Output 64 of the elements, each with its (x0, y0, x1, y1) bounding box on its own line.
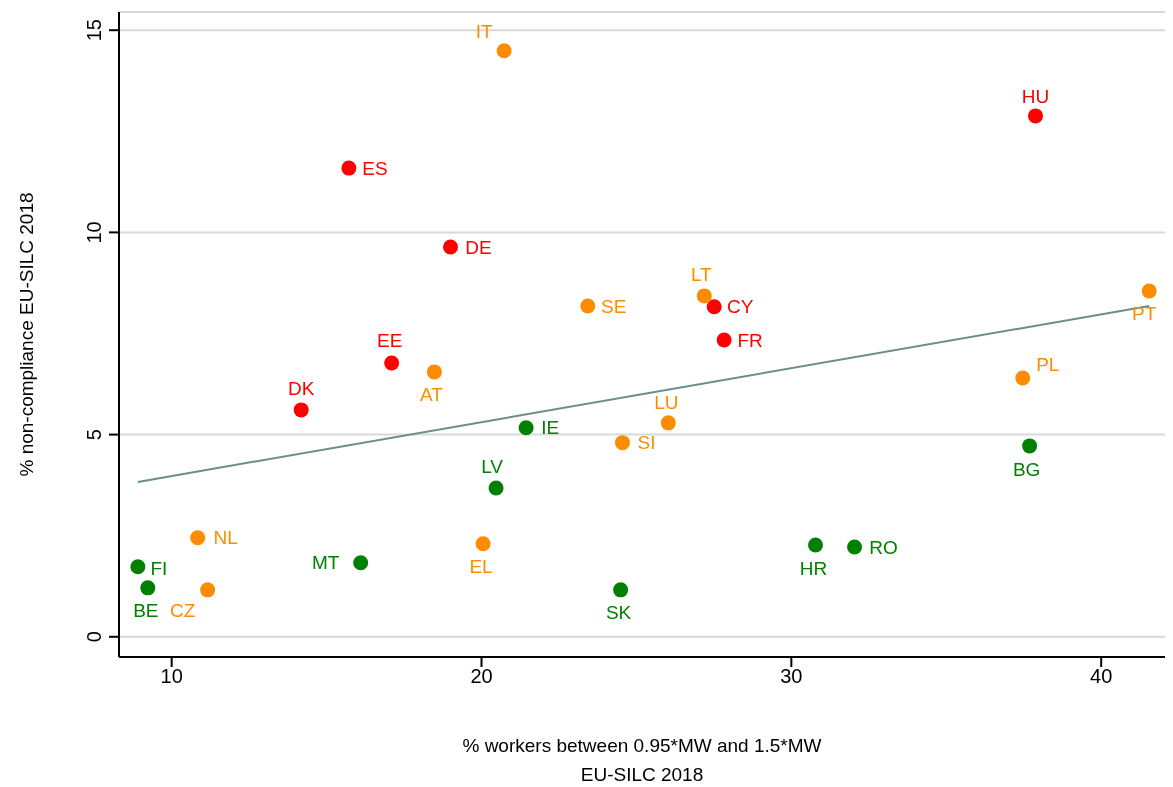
annotation: HU (1021, 85, 1050, 107)
annotation: SE (601, 295, 627, 317)
point (847, 539, 863, 555)
y-tick-label: 0 (83, 631, 105, 643)
annotation: EE (376, 329, 403, 351)
annotation: LT (690, 263, 713, 285)
annotation: LV (481, 455, 504, 477)
annotation: HR (799, 557, 828, 579)
point (496, 43, 512, 59)
point (1027, 108, 1043, 124)
point (140, 580, 156, 596)
x-axis-title: % workers between 0.95*MW and 1.5*MW EU-SILC 2018 (462, 735, 822, 785)
annotation: EL (469, 556, 493, 578)
annotation: SK (605, 601, 632, 623)
annotation: DE (465, 236, 492, 258)
point (1141, 283, 1157, 299)
annotation: ES (362, 157, 388, 179)
point (613, 582, 629, 598)
x-tick-label: 40 (1090, 665, 1113, 688)
point (190, 530, 206, 546)
point (475, 536, 491, 552)
y-tick-label: 5 (83, 429, 105, 441)
point (443, 239, 459, 255)
point (293, 402, 309, 418)
point (426, 364, 442, 380)
point (580, 298, 596, 314)
point (1015, 370, 1031, 386)
point (706, 299, 722, 315)
point (696, 288, 712, 304)
y-tick-label: 15 (83, 19, 105, 42)
point (716, 332, 732, 348)
annotation: AT (419, 383, 444, 405)
x-tick-label: 10 (160, 665, 183, 688)
point (488, 480, 504, 496)
y-tick-label: 10 (83, 221, 105, 244)
point (660, 415, 676, 431)
annotation: DK (287, 377, 315, 399)
annotation: FR (737, 329, 763, 351)
annotation: IT (475, 21, 493, 43)
annotation: PT (1132, 302, 1157, 324)
y-axis-title: % non-compliance EU-SILC 2018 (15, 192, 37, 477)
annotation: FI (150, 558, 168, 580)
point (353, 555, 369, 571)
point (518, 420, 534, 436)
annotation: SI (637, 432, 656, 454)
point (384, 355, 400, 371)
point (200, 582, 216, 598)
annotation: BG (1012, 458, 1041, 480)
annotation: PL (1036, 353, 1060, 375)
annotation: MT (311, 552, 340, 574)
annotation: LU (654, 391, 679, 413)
point (341, 160, 357, 176)
annotation: CZ (169, 599, 196, 621)
annotation: RO (869, 536, 898, 558)
point (614, 435, 630, 451)
annotation: NL (213, 527, 238, 549)
point (808, 537, 824, 553)
annotation: CY (726, 296, 754, 318)
point (1022, 438, 1038, 454)
annotation: IE (541, 417, 560, 439)
x-tick-label: 30 (780, 665, 803, 688)
x-tick-label: 20 (470, 665, 493, 688)
annotation: BE (133, 600, 159, 622)
point (130, 559, 146, 575)
